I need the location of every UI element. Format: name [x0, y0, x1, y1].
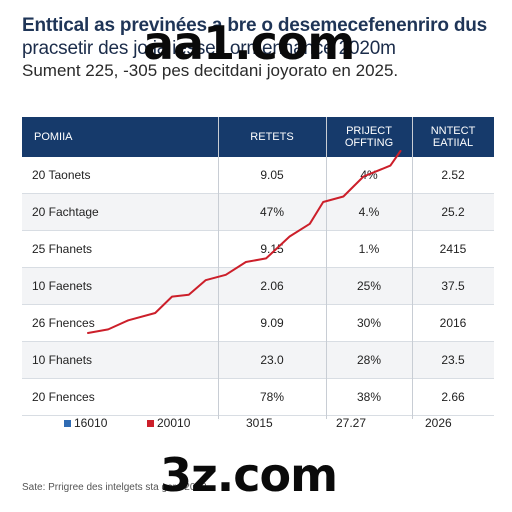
- column-header: RETETS: [250, 131, 294, 143]
- table-row: 10 Fhanets 23.0 28% 23.5: [22, 342, 494, 379]
- table-cell: 78%: [259, 390, 285, 404]
- table-cell: 25 Fhanets: [32, 242, 93, 256]
- x-tick-label: 2026: [425, 416, 452, 430]
- column-divider: [412, 117, 413, 419]
- table-cell: 2.52: [441, 168, 465, 182]
- x-tick-label: 3015: [246, 416, 273, 430]
- page-subtitle: Sument 225, -305 pes decitdani joyorato …: [22, 61, 399, 80]
- table-body: 20 Taonets 9.05 4% 2.52 20 Fachtage 47% 4.% 25.…: [22, 157, 494, 416]
- table-row: 25 Fhanets 9.15 1.% 2415: [22, 231, 494, 268]
- legend-item: 20010: [147, 416, 190, 430]
- table-cell: 20 Fnences: [32, 390, 95, 404]
- table-cell: 9.09: [260, 316, 284, 330]
- table-row: 26 Fnences 9.09 30% 2016: [22, 305, 494, 342]
- table-cell: 9.15: [260, 242, 284, 256]
- table-cell: 2.06: [260, 279, 284, 293]
- table-row: 20 Fnences 78% 38% 2.66: [22, 379, 494, 416]
- data-table: POMIIA RETETS PRIJECT OFFTING NNTECT EAT…: [22, 117, 494, 416]
- x-tick-label: 27.27: [336, 416, 367, 430]
- legend-swatch: [147, 420, 154, 428]
- table-cell: 47%: [259, 205, 285, 219]
- table-cell: 10 Faenets: [32, 279, 93, 293]
- table-cell: 20 Taonets: [32, 168, 91, 182]
- watermark: 3z.com: [160, 448, 338, 502]
- page-title-line-2: pracsetir des jo ia iesses ormennance 20…: [22, 38, 396, 59]
- table-cell: 23.5: [441, 353, 465, 367]
- table-row: 20 Fachtage 47% 4.% 25.2: [22, 194, 494, 231]
- table-cell: 28%: [356, 353, 382, 367]
- legend-label: 20010: [157, 416, 191, 430]
- legend-item: 16010: [64, 416, 107, 430]
- table-cell: 2.66: [441, 390, 465, 404]
- column-divider: [218, 117, 219, 419]
- table-cell: 25%: [356, 279, 382, 293]
- table-cell: 26 Fnences: [32, 316, 95, 330]
- table-cell: 23.0: [260, 353, 284, 367]
- table-cell: 9.05: [260, 168, 284, 182]
- table-cell: 10 Fhanets: [32, 353, 93, 367]
- table-cell: 20 Fachtage: [32, 205, 99, 219]
- source-note: Sate: Prrigree des intelgets sta gere 20…: [22, 482, 207, 493]
- table-header: POMIIA RETETS PRIJECT OFFTING NNTECT EAT…: [22, 117, 494, 157]
- table-cell: 37.5: [441, 279, 465, 293]
- table-cell: 38%: [356, 390, 382, 404]
- table-cell: 2415: [439, 242, 467, 256]
- column-header: NNTECT EATIIAL: [430, 125, 476, 149]
- legend-label: 16010: [74, 416, 108, 430]
- table-cell: 25.2: [441, 205, 465, 219]
- table-cell: 4%: [360, 168, 378, 182]
- title-block: Enttical as previnées a bre o desemecefe…: [22, 14, 492, 82]
- table-row: 10 Faenets 2.06 25% 37.5: [22, 268, 494, 305]
- table-cell: 1.%: [358, 242, 380, 256]
- x-axis: 16010 20010 3015 27.27 2026: [22, 412, 494, 434]
- page-title: Enttical as previnées a bre o desemecefe…: [22, 15, 487, 36]
- column-header: POMIIA: [34, 131, 73, 143]
- table-cell: 30%: [356, 316, 382, 330]
- column-header: PRIJECT OFFTING: [344, 125, 394, 149]
- legend-swatch: [64, 420, 71, 428]
- table-row: 20 Taonets 9.05 4% 2.52: [22, 157, 494, 194]
- column-divider: [326, 117, 327, 419]
- table-cell: 2016: [439, 316, 467, 330]
- table-cell: 4.%: [358, 205, 380, 219]
